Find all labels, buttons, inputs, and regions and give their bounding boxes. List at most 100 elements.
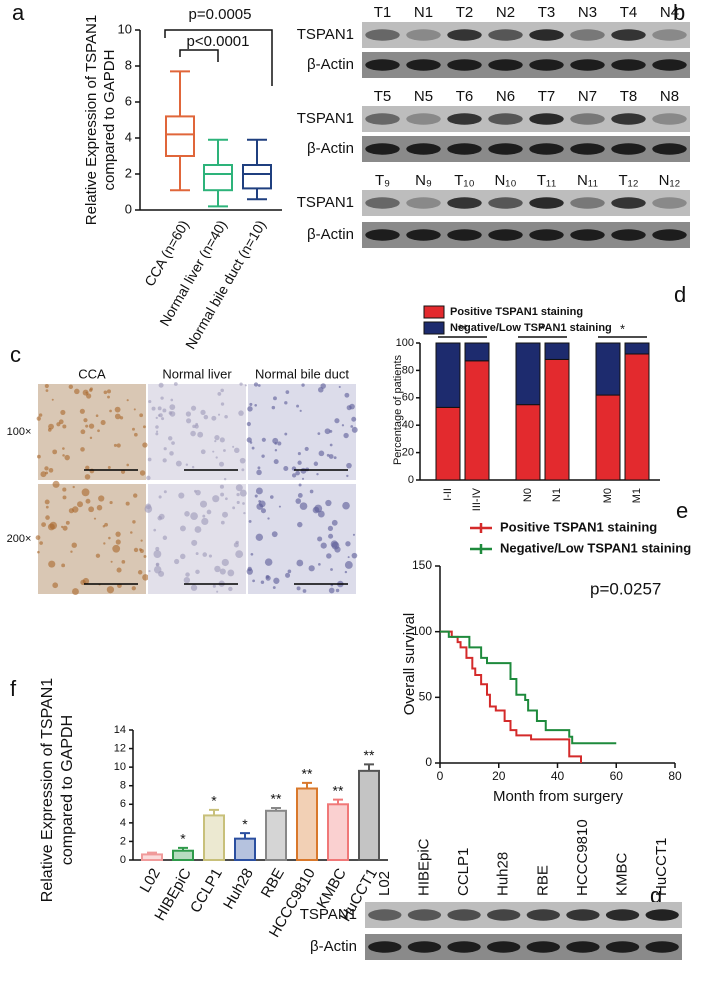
- x-tick-label: 80: [668, 769, 682, 783]
- annotation: **: [333, 782, 344, 798]
- cell: [203, 414, 209, 420]
- cell: [84, 474, 91, 480]
- blot-band: [447, 229, 482, 241]
- y-tick-label: 40: [402, 419, 414, 431]
- cell: [142, 574, 149, 581]
- cell: [85, 424, 89, 428]
- blot-band: [488, 197, 523, 209]
- cell: [329, 443, 333, 447]
- blot-band: [447, 29, 482, 41]
- cell: [48, 467, 54, 473]
- ihc-image: [248, 484, 356, 594]
- cell: [347, 556, 350, 559]
- legend-swatch: [423, 305, 445, 319]
- cell: [200, 449, 206, 455]
- bar: [358, 769, 380, 861]
- cell: [114, 413, 121, 420]
- blot-band: [365, 143, 400, 155]
- cell: [167, 436, 173, 441]
- blot-band: [652, 229, 687, 241]
- cell: [139, 548, 142, 551]
- blot-band: [406, 59, 441, 71]
- cell: [343, 432, 349, 439]
- blot-band: [526, 941, 560, 953]
- annotation: *: [211, 793, 217, 809]
- lane-label: T₁₁: [537, 172, 556, 189]
- x-tick-label: L02: [137, 865, 164, 895]
- cell: [143, 555, 147, 558]
- cell: [132, 520, 136, 524]
- lane-label: T2: [456, 4, 474, 21]
- cell: [283, 466, 289, 472]
- cell: [80, 429, 86, 435]
- lane-label: N3: [578, 4, 597, 21]
- cell: [38, 413, 43, 417]
- cell: [235, 550, 244, 558]
- cell: [219, 461, 225, 467]
- lane-label: RBE: [534, 865, 551, 896]
- x-tick-label: I-II: [442, 488, 454, 501]
- cell: [45, 505, 49, 509]
- cell: [130, 531, 133, 534]
- cell: [171, 441, 175, 445]
- cell: [62, 454, 65, 457]
- row-label: β-Actin: [307, 226, 354, 243]
- lane-label: T1: [374, 4, 392, 21]
- y-tick-label: 2: [120, 835, 126, 847]
- annotation: **: [457, 321, 467, 336]
- cell: [220, 520, 225, 525]
- cell: [81, 488, 90, 497]
- cell: [151, 406, 156, 411]
- cell: [253, 382, 259, 387]
- cell: [104, 522, 108, 527]
- cell: [120, 469, 126, 474]
- blot-band: [570, 143, 605, 155]
- cell: [86, 393, 92, 399]
- cell: [241, 468, 245, 472]
- y-tick-label: 20: [402, 447, 414, 459]
- cell: [52, 480, 60, 488]
- blot-band: [529, 229, 564, 241]
- cell: [244, 384, 247, 387]
- legend-label: Negative/Low TSPAN1 staining: [500, 540, 691, 555]
- cell: [233, 542, 239, 548]
- cell: [45, 515, 50, 520]
- lane-label: L02: [376, 871, 393, 896]
- cell: [133, 493, 138, 498]
- cell: [65, 520, 70, 525]
- cell: [100, 420, 106, 426]
- cell: [169, 451, 174, 456]
- cell: [103, 542, 106, 545]
- lane-label: N5: [414, 88, 433, 105]
- blot-band: [566, 941, 600, 953]
- cell: [239, 382, 243, 386]
- whisker-high: [208, 138, 228, 165]
- blot-band: [488, 113, 523, 125]
- cell: [297, 521, 303, 528]
- blot-band: [406, 29, 441, 41]
- cell: [320, 542, 327, 549]
- legend-swatch: [423, 321, 445, 335]
- cell: [89, 436, 93, 440]
- blot-band: [406, 143, 441, 155]
- lane-label: T6: [456, 88, 474, 105]
- cell: [116, 567, 122, 573]
- cell: [96, 504, 103, 511]
- y-tick-label: 6: [125, 93, 132, 108]
- cell: [243, 511, 246, 515]
- cell: [331, 519, 338, 526]
- cell: [352, 533, 356, 536]
- cell: [39, 541, 43, 545]
- cell: [220, 388, 224, 393]
- cell: [219, 484, 224, 489]
- lane-label: CCLP1: [455, 848, 472, 896]
- y-tick-label: 80: [402, 364, 414, 376]
- cell: [302, 589, 307, 593]
- cell: [326, 453, 330, 457]
- cell: [325, 499, 332, 507]
- annotation: p<0.0001: [187, 33, 250, 50]
- cell: [351, 426, 358, 433]
- panel-label: c: [10, 342, 21, 367]
- cell: [256, 469, 262, 476]
- cell: [271, 531, 278, 538]
